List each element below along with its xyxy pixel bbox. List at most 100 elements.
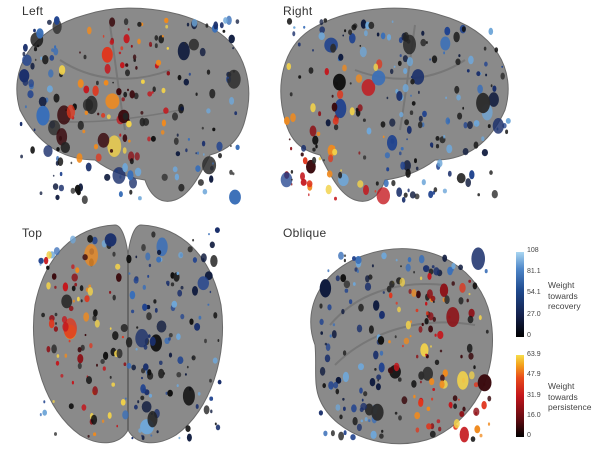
connectivity-node (40, 56, 43, 60)
connectivity-node (197, 392, 201, 396)
connectivity-node (410, 94, 412, 97)
connectivity-node (460, 354, 463, 359)
connectivity-node (443, 134, 446, 139)
connectivity-node (227, 76, 229, 79)
connectivity-node (112, 167, 126, 184)
connectivity-node (46, 346, 51, 353)
connectivity-node (140, 384, 146, 394)
connectivity-node (178, 183, 185, 192)
connectivity-node (340, 169, 342, 172)
connectivity-node (214, 227, 220, 233)
connectivity-node (352, 282, 356, 286)
connectivity-node (328, 381, 334, 390)
colorbar-tick: 63.9 (527, 351, 541, 358)
connectivity-node (215, 424, 221, 431)
connectivity-node (330, 43, 336, 53)
connectivity-node (457, 371, 469, 390)
connectivity-nodes (318, 247, 492, 443)
connectivity-node (459, 282, 466, 293)
connectivity-node (153, 299, 157, 304)
connectivity-node (426, 423, 432, 430)
connectivity-node (135, 347, 138, 351)
connectivity-node (297, 42, 301, 47)
connectivity-node (122, 410, 129, 420)
connectivity-node (53, 247, 60, 256)
connectivity-node (500, 72, 505, 80)
connectivity-node (432, 388, 436, 391)
connectivity-node (141, 434, 143, 437)
connectivity-node (361, 398, 364, 402)
connectivity-node (156, 320, 167, 333)
connectivity-node (55, 194, 60, 201)
connectivity-node (417, 121, 423, 129)
connectivity-node (156, 256, 162, 263)
connectivity-node (332, 148, 338, 156)
connectivity-node (141, 244, 146, 252)
connectivity-node (437, 159, 443, 168)
connectivity-node (41, 312, 45, 318)
connectivity-node (368, 21, 375, 29)
connectivity-node (405, 263, 411, 272)
colorbar-title-line: Weight (548, 381, 575, 391)
connectivity-node (414, 412, 421, 420)
connectivity-node (359, 44, 362, 47)
connectivity-node (487, 395, 492, 402)
connectivity-node (109, 290, 112, 294)
connectivity-node (376, 187, 390, 205)
connectivity-node (229, 169, 233, 175)
connectivity-node (453, 403, 457, 409)
connectivity-node (227, 69, 241, 89)
connectivity-node (134, 404, 138, 410)
connectivity-node (335, 388, 340, 395)
connectivity-node (122, 134, 128, 143)
connectivity-node (442, 188, 447, 194)
connectivity-node (56, 147, 60, 152)
connectivity-node (230, 144, 232, 148)
connectivity-node (335, 404, 341, 411)
connectivity-node (132, 54, 137, 60)
connectivity-node (46, 85, 53, 93)
connectivity-node (431, 265, 435, 269)
connectivity-node (373, 63, 379, 71)
connectivity-node (62, 282, 69, 292)
connectivity-node (418, 115, 423, 122)
connectivity-node (362, 118, 366, 122)
connectivity-node (343, 430, 347, 436)
colorbar-tick: 54.1 (527, 289, 541, 296)
connectivity-node (334, 98, 347, 119)
colorbar-title-line: Weight (548, 280, 575, 290)
connectivity-node (342, 397, 345, 401)
connectivity-node (319, 303, 323, 309)
connectivity-node (389, 118, 396, 127)
connectivity-node (111, 382, 115, 387)
connectivity-node (77, 79, 84, 88)
connectivity-node (222, 29, 226, 33)
connectivity-node (471, 247, 485, 270)
connectivity-node (335, 376, 342, 384)
connectivity-node (167, 389, 173, 397)
connectivity-node (85, 95, 98, 115)
connectivity-node (439, 283, 449, 297)
connectivity-node (492, 118, 504, 134)
connectivity-node (197, 179, 204, 186)
connectivity-node (128, 139, 131, 143)
connectivity-node (376, 32, 380, 37)
connectivity-node (404, 119, 409, 126)
connectivity-node (184, 373, 187, 376)
connectivity-node (228, 34, 235, 44)
connectivity-node (491, 190, 498, 199)
connectivity-node (458, 398, 460, 401)
connectivity-node (82, 254, 88, 261)
connectivity-node (308, 67, 314, 74)
connectivity-node (388, 292, 393, 299)
colorbar-title-persistence: Weight towards persistence (548, 381, 591, 413)
connectivity-node (173, 137, 179, 145)
connectivity-node (399, 277, 405, 287)
connectivity-node (178, 251, 184, 259)
connectivity-node (333, 124, 339, 131)
connectivity-node (122, 147, 127, 154)
connectivity-node (187, 246, 193, 253)
connectivity-node (396, 91, 403, 101)
connectivity-node (289, 92, 293, 97)
connectivity-node (420, 343, 429, 357)
